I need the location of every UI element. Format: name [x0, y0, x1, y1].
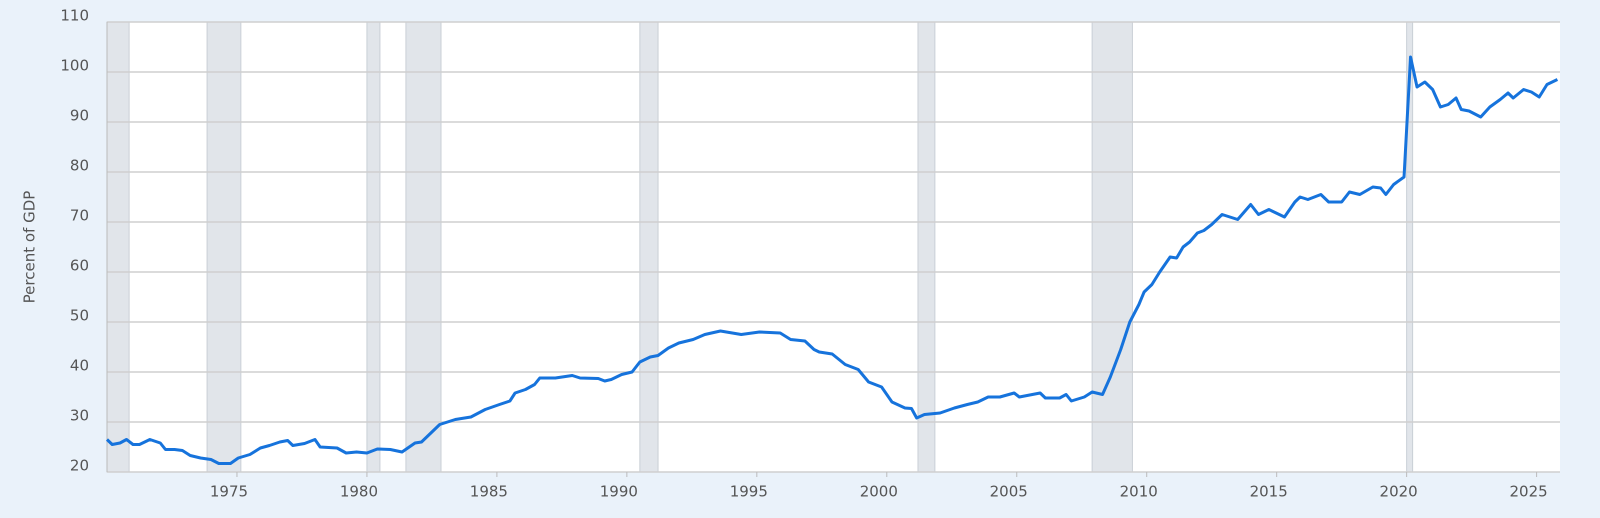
recession-band [366, 21, 381, 473]
recession-band [639, 21, 659, 473]
y-axis-label: Percent of GDP [21, 191, 39, 304]
recession-band [106, 21, 130, 473]
plot-area [107, 22, 1560, 472]
x-tick-label: 1990 [600, 483, 638, 501]
y-tick-label: 110 [60, 7, 89, 25]
y-tick-label: 60 [70, 257, 89, 275]
x-tick-label: 2005 [990, 483, 1028, 501]
x-tick-label: 2000 [860, 483, 898, 501]
y-tick-label: 50 [70, 307, 89, 325]
recession-band [1091, 21, 1133, 473]
recession-band [405, 21, 442, 473]
recession-band [917, 21, 936, 473]
x-tick-label: 1985 [470, 483, 508, 501]
y-tick-label: 100 [60, 57, 89, 75]
x-tick-label: 2020 [1380, 483, 1418, 501]
x-tick-label: 1980 [340, 483, 378, 501]
y-tick-label: 30 [70, 407, 89, 425]
y-tick-label: 20 [70, 457, 89, 475]
y-tick-label: 90 [70, 107, 89, 125]
x-tick-label: 1995 [730, 483, 768, 501]
x-tick-label: 2015 [1250, 483, 1288, 501]
x-tick-label: 2025 [1510, 483, 1548, 501]
y-tick-label: 80 [70, 157, 89, 175]
x-tick-label: 2010 [1120, 483, 1158, 501]
x-tick-label: 1975 [210, 483, 248, 501]
data-line [105, 55, 1559, 465]
recession-band [206, 21, 242, 473]
y-tick-label: 40 [70, 357, 89, 375]
y-tick-label: 70 [70, 207, 89, 225]
